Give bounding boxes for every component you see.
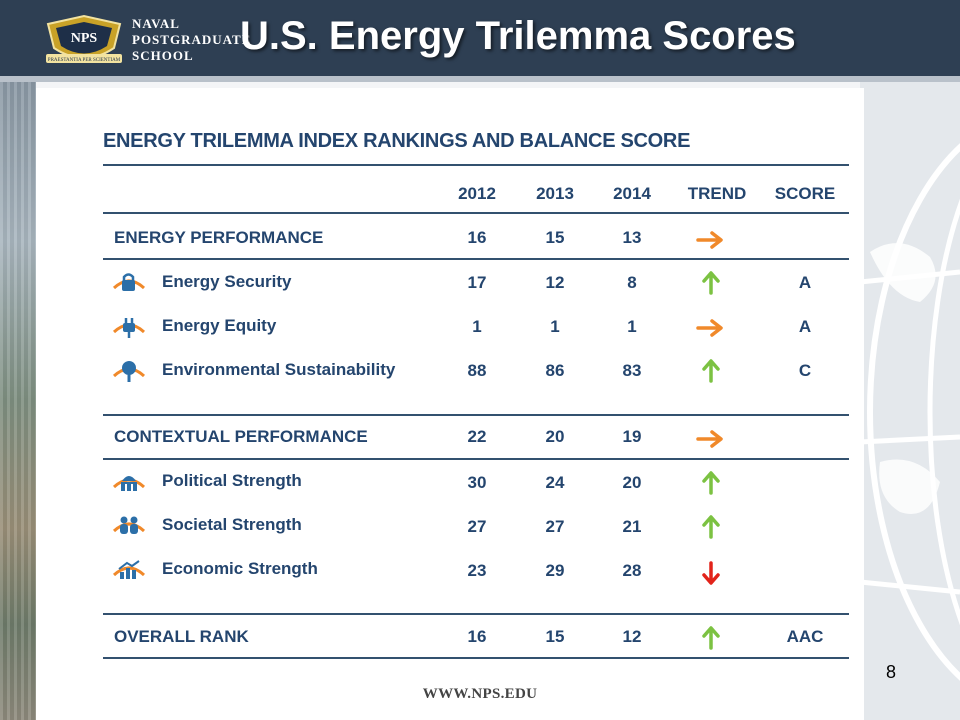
value-2013: 15 (545, 627, 565, 646)
column-header-2013: 2013 (536, 184, 574, 203)
value-2012: 30 (467, 473, 487, 492)
trend-arrow-down-icon (694, 560, 728, 586)
table-rule (103, 458, 849, 460)
nps-shield-icon: NPS PRAESTANTIA PER SCIENTIAM (46, 14, 122, 63)
value-2014: 28 (622, 561, 642, 580)
page-number: 8 (886, 662, 897, 682)
table-rule (103, 212, 849, 214)
value-2013: 29 (545, 561, 565, 580)
row-label: Political Strength (162, 471, 302, 490)
capitol-icon (112, 469, 146, 495)
value-2012: 16 (467, 228, 487, 247)
column-header-2014: 2014 (613, 184, 651, 203)
trend-arrow-right-icon (694, 227, 728, 253)
value-2014: 8 (627, 273, 637, 292)
column-header-2012: 2012 (458, 184, 496, 203)
table-title: ENERGY TRILEMMA INDEX RANKINGS AND BALAN… (103, 130, 691, 152)
value-2012: 23 (467, 561, 487, 580)
row-label: Energy Security (162, 272, 292, 291)
value-2012: 22 (467, 427, 487, 446)
value-2012: 17 (467, 273, 487, 292)
value-2013: 15 (545, 228, 565, 247)
nps-motto-text: PRAESTANTIA PER SCIENTIAM (48, 58, 121, 63)
value-2014: 19 (622, 427, 642, 446)
school-name-line-1: NAVAL (132, 16, 180, 31)
tree-icon (112, 358, 146, 384)
value-2014: 1 (627, 317, 637, 336)
bar-chart-icon (112, 557, 146, 583)
left-photo-strip (0, 82, 36, 720)
slide-header: NPS PRAESTANTIA PER SCIENTIAM NAVAL POST… (0, 0, 960, 82)
trend-arrow-up-icon (694, 514, 728, 540)
row-label: Economic Strength (162, 559, 318, 578)
column-header-trend: TREND (687, 184, 747, 203)
value-2014: 83 (622, 361, 642, 380)
score-value: A (798, 317, 812, 336)
value-2012: 27 (467, 517, 487, 536)
value-2013: 24 (545, 473, 565, 492)
value-2014: 20 (622, 473, 642, 492)
trend-arrow-up-icon (694, 358, 728, 384)
school-name-line-2: POSTGRADUATE (132, 32, 252, 47)
row-label: OVERALL RANK (114, 627, 249, 646)
column-header-score: SCORE (774, 184, 836, 203)
trend-arrow-up-icon (694, 270, 728, 296)
trend-arrow-right-icon (694, 315, 728, 341)
table-rule (103, 258, 849, 260)
value-2012: 1 (472, 317, 482, 336)
footer-url: WWW.NPS.EDU (422, 686, 538, 702)
table-rule (103, 164, 849, 166)
value-2012: 88 (467, 361, 487, 380)
trend-arrow-up-icon (694, 625, 728, 651)
score-value: C (798, 361, 812, 380)
score-value: A (798, 273, 812, 292)
value-2013: 86 (545, 361, 565, 380)
table-panel: ENERGY TRILEMMA INDEX RANKINGS AND BALAN… (36, 88, 864, 720)
value-2013: 12 (545, 273, 565, 292)
globe-decoration (860, 82, 960, 720)
value-2012: 16 (467, 627, 487, 646)
row-label: Societal Strength (162, 515, 302, 534)
slide-title: U.S. Energy Trilemma Scores (240, 14, 796, 58)
row-label: Energy Equity (162, 316, 277, 335)
value-2013: 1 (550, 317, 560, 336)
table-rule (103, 657, 849, 659)
row-label: CONTEXTUAL PERFORMANCE (114, 427, 368, 446)
value-2014: 13 (622, 228, 642, 247)
table-rule (103, 414, 849, 416)
lock-icon (112, 270, 146, 296)
nps-badge-text: NPS (71, 31, 98, 46)
row-label: ENERGY PERFORMANCE (114, 228, 324, 247)
value-2013: 20 (545, 427, 565, 446)
school-name-line-3: SCHOOL (132, 48, 194, 63)
school-name: NAVAL POSTGRADUATE SCHOOL (132, 16, 251, 64)
value-2013: 27 (545, 517, 565, 536)
value-2014: 21 (622, 517, 642, 536)
nps-logo: NPS PRAESTANTIA PER SCIENTIAM NAVAL POST… (40, 10, 260, 72)
people-icon (112, 513, 146, 539)
trend-arrow-right-icon (694, 426, 728, 452)
value-2014: 12 (622, 627, 642, 646)
plug-icon (112, 314, 146, 340)
header-stripe (0, 76, 960, 82)
trend-arrow-up-icon (694, 470, 728, 496)
score-value: AAC (786, 627, 824, 646)
row-label: Environmental Sustainability (162, 360, 396, 379)
table-rule (103, 613, 849, 615)
